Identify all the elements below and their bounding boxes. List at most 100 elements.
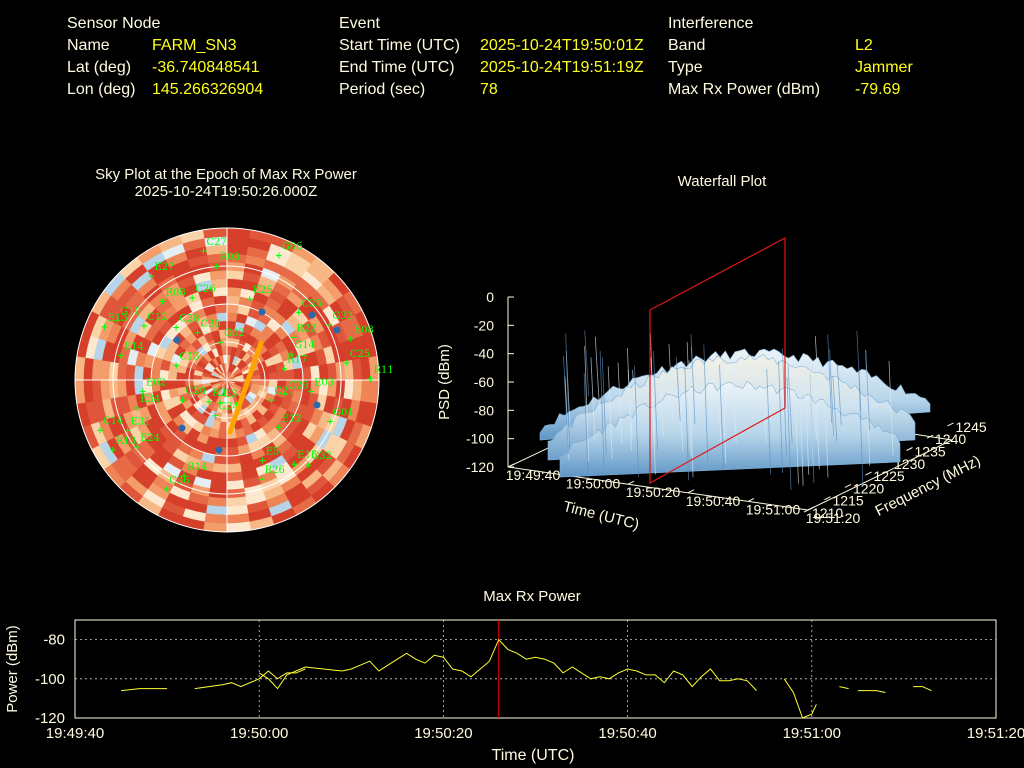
event-period-label: Period (sec) — [339, 81, 426, 98]
wf-surface-streak — [865, 349, 871, 431]
wf-surface-streak — [827, 334, 833, 423]
satellite-label: R17 — [287, 355, 307, 366]
sky-heat-cell — [226, 278, 244, 289]
interference-band-value: L2 — [855, 37, 873, 54]
sky-dark-cell — [308, 311, 316, 319]
sky-heat-cell — [209, 270, 228, 281]
satellite-label: C35 — [302, 298, 322, 309]
wf-freq-tick-label: 1215 — [833, 493, 864, 509]
satellite-marker — [367, 375, 374, 382]
event-period-value: 78 — [480, 81, 498, 98]
sky-heat-cell — [268, 371, 278, 381]
wf-time-axis — [507, 466, 809, 511]
wf-surface-streak — [823, 369, 829, 478]
wf-surface-streak — [832, 376, 838, 442]
sensor-lat-row: Lat (deg) -36.740848541 — [67, 57, 263, 79]
wf-freq-tick-label: 1225 — [874, 468, 905, 484]
satellite-marker — [275, 424, 282, 431]
sky-heat-cell — [209, 479, 228, 490]
satellite-label: R11 — [373, 365, 393, 376]
event-end-row: End Time (UTC) 2025-10-24T19:51:19Z — [339, 57, 644, 79]
event-start-label: Start Time (UTC) — [339, 37, 460, 54]
satellite-marker — [140, 322, 147, 329]
satellite-label: C29 — [288, 380, 308, 391]
wf-z-tick-label: -80 — [474, 402, 494, 418]
wf-surface-streak — [804, 375, 810, 475]
satellite-label: R26 — [265, 465, 285, 476]
satellite-marker — [343, 359, 350, 366]
wf-surface-streak — [650, 375, 656, 475]
sky-dark-cell — [333, 326, 341, 334]
sky-heat-cell — [226, 471, 244, 482]
wf-z-tick-label: -20 — [474, 317, 494, 333]
maxrx-y-tick-label: -100 — [35, 671, 65, 688]
maxrx-x-tick-label: 19:50:00 — [230, 725, 288, 742]
wf-surface-streak — [808, 358, 814, 466]
wf-surface-streak — [814, 375, 820, 470]
wf-freq-tick-label: 1220 — [853, 480, 884, 496]
satellite-label: E25 — [253, 285, 273, 296]
satellite-label: R03 — [220, 252, 240, 263]
satellite-marker — [217, 400, 224, 407]
wf-surface-streak — [829, 349, 835, 436]
sky-heat-cell — [100, 359, 111, 381]
satellite-marker — [212, 412, 219, 419]
sensor-lon-label: Lon (deg) — [67, 81, 136, 98]
wf-surface-streak — [766, 368, 772, 475]
event-end-label: End Time (UTC) — [339, 59, 455, 76]
wf-epoch-plane — [649, 237, 786, 485]
satellite-marker — [159, 298, 166, 305]
wf-surface-streak — [607, 366, 613, 459]
satellite-label: C26 — [195, 284, 215, 295]
maxrx-x-axis-label: Time (UTC) — [492, 747, 575, 764]
wf-z-tick-label: -100 — [466, 431, 494, 447]
satellite-label: C13 — [179, 352, 199, 363]
satellite-marker — [275, 252, 282, 259]
wf-time-tick — [747, 497, 755, 502]
satellite-label: G3 — [223, 389, 237, 400]
sky-heat-cell — [226, 479, 245, 490]
interference-type-label: Type — [668, 59, 703, 76]
satellite-label: G02 — [224, 328, 245, 339]
maxrx-x-tick-label: 19:51:20 — [967, 725, 1024, 742]
sky-heat-cell — [226, 496, 248, 507]
satellite-label: C20 — [186, 386, 206, 397]
wf-surface-streak — [684, 362, 690, 481]
sensor-name-value: FARM_SN3 — [152, 37, 237, 54]
maxrx-series-segment — [121, 688, 168, 692]
satellite-marker — [179, 397, 186, 404]
wf-surface-streak — [686, 342, 692, 456]
event-period-row: Period (sec) 78 — [339, 79, 644, 101]
waterfall-plot: 0 -20 -40 -60 -80 -100 -120 PSD (dBm) 19:49:40 19… — [436, 237, 987, 533]
sky-heat-cell — [167, 370, 178, 381]
sky-heat-cell — [285, 369, 295, 381]
wf-freq-tick-label: 1210 — [812, 505, 843, 521]
wf-surface-streak — [599, 350, 605, 470]
maxrx-series-segment — [913, 686, 932, 692]
satellite-label: C14 — [103, 416, 123, 427]
wf-freq-tick — [803, 508, 811, 513]
wf-surface-streak — [888, 361, 894, 456]
sky-dark-cell — [178, 424, 186, 432]
interference-maxrx-row: Max Rx Power (dBm) -79.69 — [668, 79, 913, 101]
satellite-label: C30 — [200, 319, 220, 330]
wf-surface-streak — [703, 344, 709, 463]
satellite-marker — [124, 427, 131, 434]
wf-time-tick — [627, 480, 635, 485]
satellite-marker — [308, 388, 315, 395]
wf-freq-tick — [926, 434, 934, 439]
satellite-marker — [327, 418, 334, 425]
satellite-label: G06 — [282, 242, 303, 253]
skyplot-title: Sky Plot at the Epoch of Max Rx Power 20… — [56, 166, 396, 200]
sky-heat-cell — [226, 236, 250, 247]
wf-time-tick-label: 19:50:00 — [566, 476, 621, 492]
sky-heat-cell — [360, 379, 371, 403]
wf-surface-streak — [786, 377, 792, 490]
wf-z-tick-label: 0 — [486, 289, 494, 305]
wf-surface-streak — [653, 350, 658, 451]
interference-band-label: Band — [668, 37, 706, 54]
wf-z-axis-label: PSD (dBm) — [436, 344, 453, 420]
satellite-marker — [268, 397, 275, 404]
satellite-label: G32 — [311, 451, 332, 462]
wf-freq-tick-label: 1245 — [956, 419, 987, 435]
